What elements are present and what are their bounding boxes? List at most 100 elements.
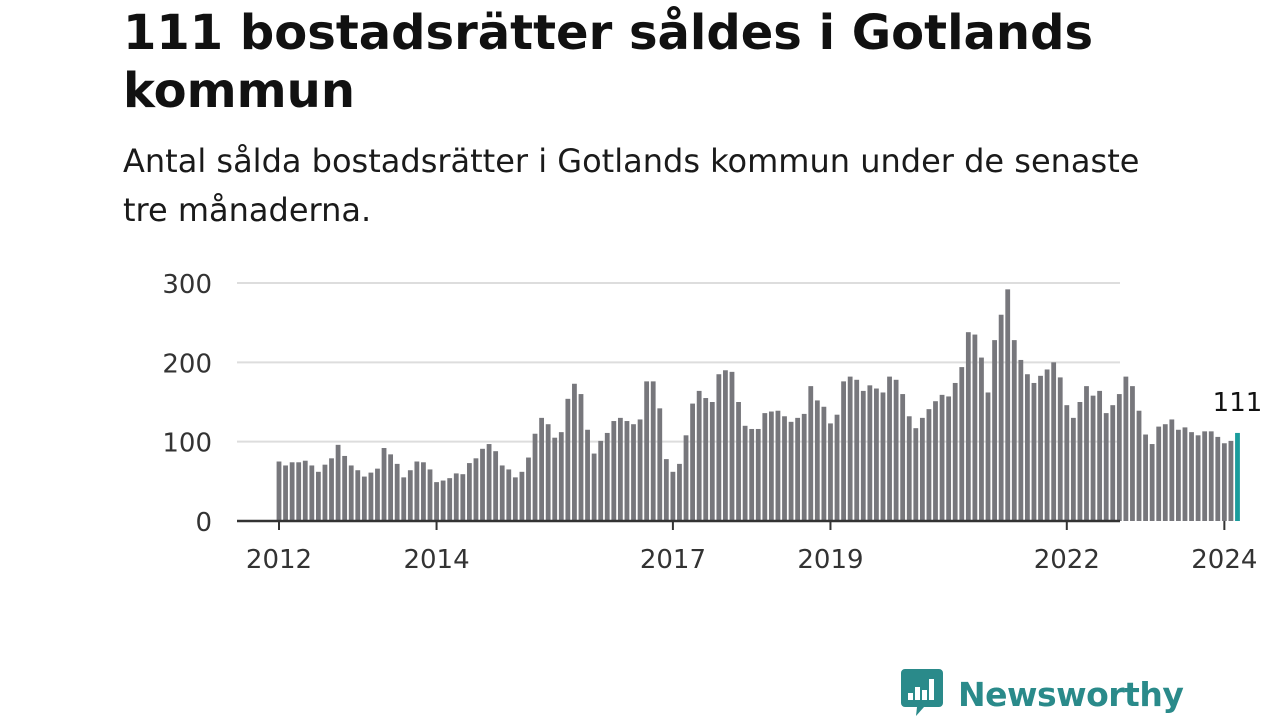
- bar: [1215, 436, 1221, 521]
- bar: [394, 463, 400, 521]
- bar: [1031, 382, 1037, 521]
- bar: [434, 482, 439, 521]
- bar: [591, 453, 597, 521]
- bar: [808, 386, 814, 521]
- bar: [598, 440, 604, 521]
- bar: [480, 448, 485, 521]
- bar: [1057, 377, 1063, 521]
- bar: [1208, 431, 1214, 521]
- bar: [782, 416, 787, 521]
- bar: [768, 411, 774, 521]
- bar: [703, 398, 709, 521]
- bar: [447, 478, 453, 521]
- bar: [1202, 431, 1208, 521]
- bar: [335, 444, 341, 521]
- bar: [1064, 405, 1070, 521]
- bar: [736, 402, 741, 521]
- bar: [670, 471, 676, 521]
- bar: [322, 464, 328, 521]
- y-tick-label: 0: [195, 508, 212, 538]
- bar: [657, 408, 663, 521]
- bar: [841, 381, 846, 521]
- bar: [329, 458, 334, 521]
- bar: [749, 428, 755, 521]
- bar: [1130, 386, 1135, 521]
- bar: [1221, 443, 1227, 521]
- bar: [1103, 413, 1109, 521]
- bar: [631, 424, 636, 521]
- x-tick-label: 2022: [1034, 545, 1100, 575]
- bar: [361, 476, 367, 521]
- bar: [414, 461, 420, 521]
- bar: [1189, 432, 1194, 521]
- chart-title: 111 bostadsrätter såldes i Gotlands komm…: [123, 5, 1094, 119]
- bar: [572, 383, 577, 521]
- bar: [421, 462, 426, 521]
- bar: [933, 401, 938, 521]
- bar: [998, 314, 1004, 521]
- bar: [1038, 375, 1043, 521]
- bar: [440, 480, 446, 521]
- bar: [979, 357, 984, 521]
- bar: [742, 425, 748, 521]
- bar: [565, 398, 571, 521]
- bar: [847, 376, 853, 521]
- bar: [381, 448, 387, 521]
- bar: [289, 462, 295, 521]
- bar: [913, 428, 919, 521]
- bar: [1070, 417, 1076, 521]
- bar: [407, 470, 413, 521]
- bar: [906, 416, 912, 521]
- bar: [887, 376, 892, 521]
- bar: [532, 433, 538, 521]
- newsworthy-brand[interactable]: Newsworthy: [900, 668, 1184, 720]
- x-tick-label: 2012: [246, 545, 312, 575]
- y-tick-label: 300: [162, 270, 212, 300]
- bar: [1005, 289, 1011, 521]
- bar: [1090, 395, 1096, 521]
- bar: [1169, 419, 1175, 521]
- bar: [1018, 359, 1024, 521]
- bar: [1116, 394, 1122, 521]
- bar: [1182, 427, 1188, 521]
- bar: [348, 465, 354, 521]
- bar: [1228, 440, 1234, 521]
- bar: [552, 437, 558, 521]
- bar: [755, 428, 761, 521]
- bar: [585, 429, 590, 521]
- bar: [388, 454, 394, 521]
- bar: [1156, 426, 1162, 521]
- bar: [696, 390, 702, 521]
- bar: [453, 473, 459, 521]
- bar: [545, 424, 551, 521]
- highlight-bar: [1235, 432, 1240, 521]
- bar: [1044, 369, 1050, 521]
- bar: [985, 392, 991, 521]
- bar: [709, 402, 715, 521]
- bar: [1162, 424, 1168, 521]
- bar: [690, 403, 695, 521]
- bar: [650, 381, 656, 521]
- bar: [959, 367, 965, 521]
- bar: [309, 465, 315, 521]
- bar: [539, 417, 544, 521]
- bar: [276, 461, 282, 521]
- bar: [637, 419, 643, 521]
- bar: [512, 477, 518, 521]
- bar: [617, 417, 623, 521]
- bar: [965, 332, 971, 521]
- bar: [828, 423, 833, 521]
- bar: [466, 463, 472, 521]
- bar: [1097, 390, 1103, 521]
- highlight-value-label: 111: [1213, 388, 1263, 418]
- bar: [1110, 405, 1116, 521]
- bar: [900, 394, 906, 521]
- bar: [814, 400, 820, 521]
- bar: [1011, 340, 1017, 521]
- bar: [1176, 429, 1181, 521]
- y-tick-label: 100: [162, 429, 212, 459]
- x-tick-label: 2019: [797, 545, 863, 575]
- bar: [762, 413, 768, 521]
- bar: [919, 417, 925, 521]
